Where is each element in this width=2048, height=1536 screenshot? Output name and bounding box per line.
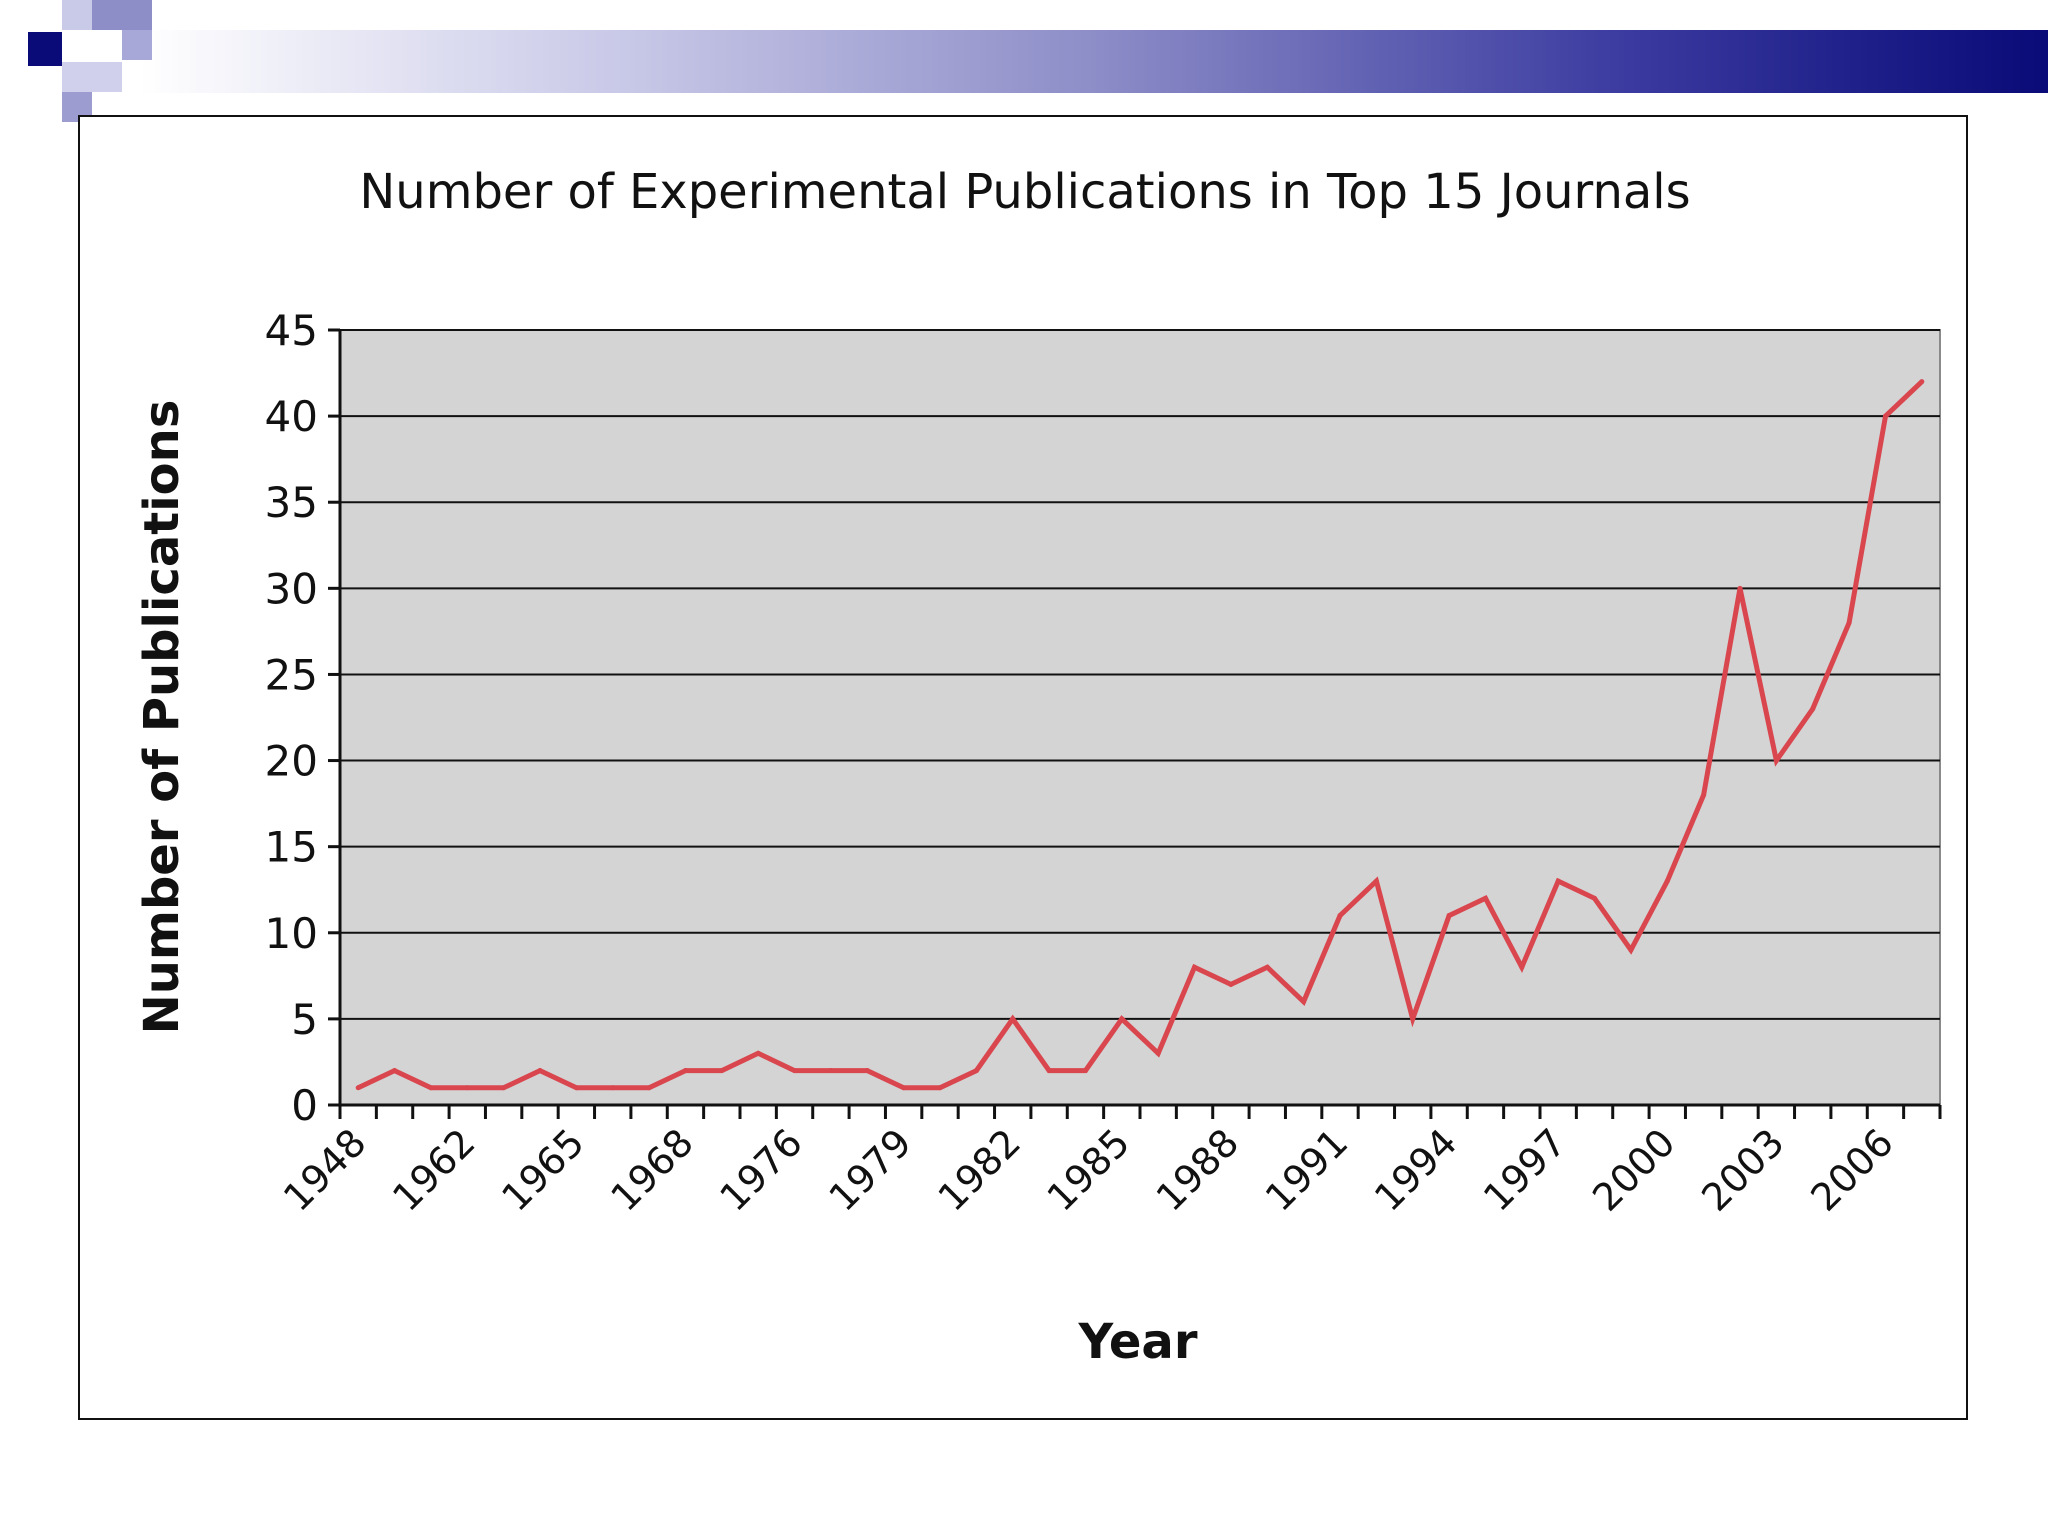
data-point xyxy=(1519,964,1525,970)
data-point xyxy=(1737,585,1743,591)
x-tick-label: 1997 xyxy=(1475,1120,1575,1220)
x-tick-label: 1979 xyxy=(820,1120,920,1220)
series-line xyxy=(357,379,1924,1091)
y-tick-label: 45 xyxy=(265,306,318,355)
series-layer xyxy=(355,379,1925,1091)
data-point xyxy=(828,1068,834,1074)
data-point xyxy=(428,1085,434,1091)
data-point xyxy=(610,1085,616,1091)
data-point xyxy=(1192,964,1198,970)
data-point xyxy=(1482,895,1488,901)
data-point xyxy=(1701,792,1707,798)
data-point xyxy=(1555,878,1561,884)
x-axis-title: Year xyxy=(1078,1314,1198,1370)
data-point xyxy=(1773,758,1779,764)
y-tick-label: 10 xyxy=(265,909,318,958)
data-point xyxy=(1155,1050,1161,1056)
data-point xyxy=(937,1085,943,1091)
y-axis-ticks: 0 5 10 15 20 25 30 35 40 45 xyxy=(265,306,340,1130)
data-point xyxy=(1628,947,1634,953)
y-axis-title: Number of Publications xyxy=(134,400,190,1035)
title-banner xyxy=(140,30,2048,93)
data-point xyxy=(1337,913,1343,919)
x-tick-label: 1976 xyxy=(711,1120,811,1220)
data-point xyxy=(1082,1068,1088,1074)
data-point xyxy=(792,1068,798,1074)
y-tick-label: 25 xyxy=(265,650,318,699)
decorative-square xyxy=(62,62,122,92)
data-point xyxy=(864,1068,870,1074)
x-tick-label: 1948 xyxy=(275,1120,375,1220)
decorative-square xyxy=(92,0,152,30)
data-point xyxy=(1592,895,1598,901)
chart-title: Number of Experimental Publications in T… xyxy=(359,164,1690,220)
data-point xyxy=(901,1085,907,1091)
x-tick-label: 1968 xyxy=(602,1120,702,1220)
data-point xyxy=(464,1085,470,1091)
data-point xyxy=(392,1068,398,1074)
data-point xyxy=(355,1085,361,1091)
x-tick-label: 1982 xyxy=(930,1120,1030,1220)
data-point xyxy=(1810,706,1816,712)
data-point xyxy=(973,1068,979,1074)
data-point xyxy=(719,1068,725,1074)
x-axis-ticks: 1948 1962 1965 1968 1976 1979 1982 1985 1988 1991… xyxy=(275,1105,1942,1220)
data-point xyxy=(1010,1016,1016,1022)
data-point xyxy=(1228,981,1234,987)
data-point xyxy=(646,1085,652,1091)
y-tick-label: 40 xyxy=(265,392,318,441)
x-tick-label: 2006 xyxy=(1802,1120,1902,1220)
x-tick-label: 1994 xyxy=(1366,1120,1466,1220)
data-point xyxy=(1446,913,1452,919)
data-point xyxy=(1264,964,1270,970)
data-point xyxy=(1301,999,1307,1005)
data-point xyxy=(1919,379,1925,385)
gridlines xyxy=(340,329,1940,1020)
decorative-square xyxy=(28,32,62,66)
y-tick-label: 20 xyxy=(265,737,318,786)
x-tick-label: 2000 xyxy=(1584,1120,1684,1220)
data-point xyxy=(501,1085,507,1091)
x-tick-label: 1985 xyxy=(1039,1120,1139,1220)
data-point xyxy=(1882,413,1888,419)
data-point xyxy=(1410,1016,1416,1022)
data-point xyxy=(537,1068,543,1074)
y-tick-label: 35 xyxy=(265,478,318,527)
data-point xyxy=(682,1068,688,1074)
y-tick-label: 15 xyxy=(265,823,318,872)
data-point xyxy=(1373,878,1379,884)
plot-area xyxy=(339,329,1941,1106)
y-tick-label: 0 xyxy=(291,1081,318,1130)
x-tick-label: 1988 xyxy=(1148,1120,1248,1220)
x-tick-label: 1991 xyxy=(1257,1120,1357,1220)
data-point xyxy=(1119,1016,1125,1022)
y-tick-label: 30 xyxy=(265,564,318,613)
decorative-square xyxy=(62,0,92,30)
x-tick-label: 1965 xyxy=(493,1120,593,1220)
y-tick-label: 5 xyxy=(291,995,318,1044)
data-point xyxy=(755,1050,761,1056)
data-point xyxy=(1664,878,1670,884)
x-tick-label: 1962 xyxy=(384,1120,484,1220)
decorative-square xyxy=(122,30,152,60)
data-point xyxy=(573,1085,579,1091)
x-tick-label: 2003 xyxy=(1693,1120,1793,1220)
data-point xyxy=(1046,1068,1052,1074)
data-point xyxy=(1846,620,1852,626)
